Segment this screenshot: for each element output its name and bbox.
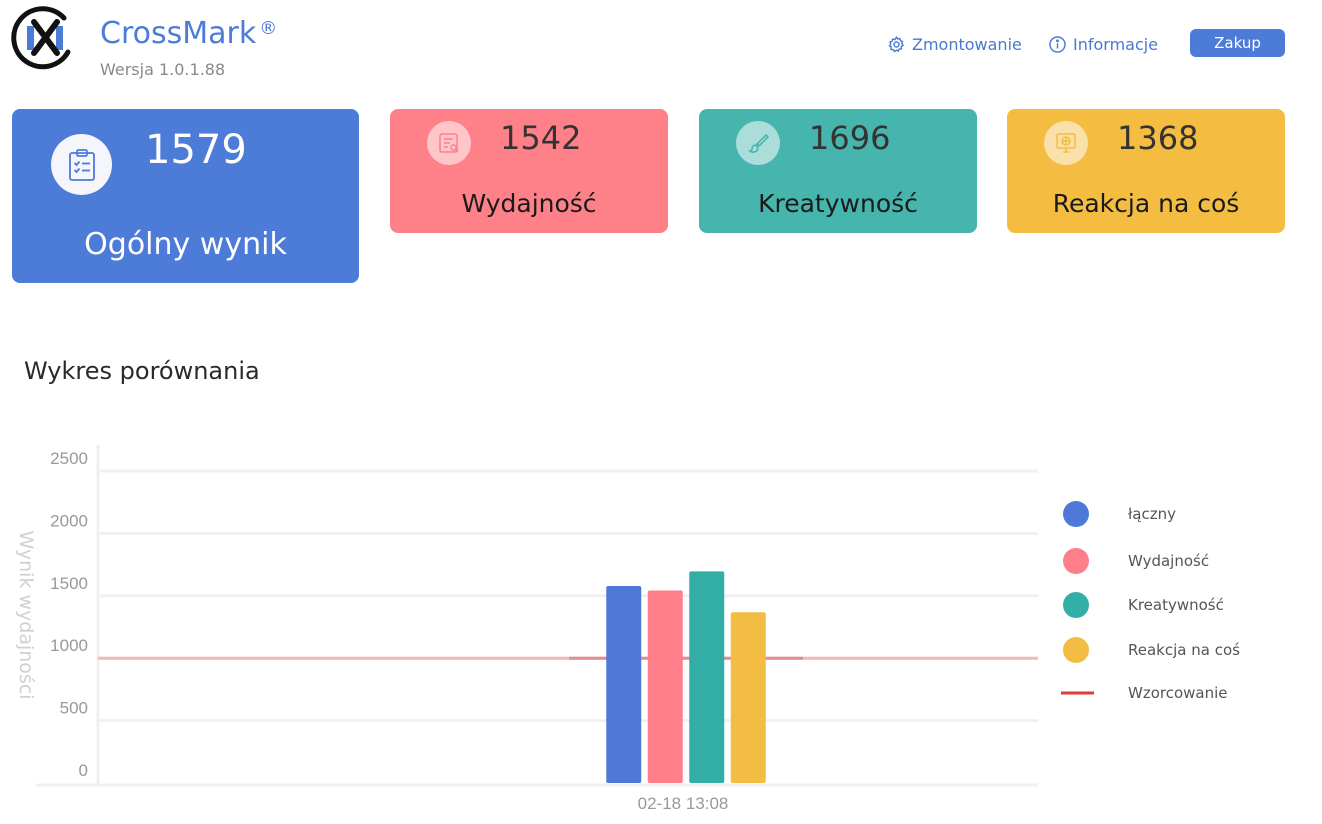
reaction-card: 1368 Reakcja na coś [1007, 109, 1285, 233]
performance-card: 1542 Wydajność [390, 109, 668, 233]
comparison-chart-title: Wykres porównania [24, 357, 260, 385]
y-tick-label: 500 [60, 699, 88, 718]
legend-swatch[interactable] [1063, 637, 1089, 663]
y-tick-label: 0 [79, 761, 88, 780]
bar-3[interactable] [730, 612, 766, 783]
performance-label: Wydajność [461, 189, 597, 218]
gear-icon [888, 35, 905, 52]
crossmark-logo-icon [11, 6, 71, 70]
reaction-value: 1368 [1117, 119, 1199, 157]
settings-label: Zmontowanie [912, 34, 1022, 54]
registered-mark: ® [259, 18, 278, 39]
legend-label[interactable]: Reakcja na coś [1128, 641, 1240, 659]
creativity-value: 1696 [809, 119, 891, 157]
legend-swatch[interactable] [1063, 501, 1089, 527]
monitor-globe-icon [1044, 121, 1088, 165]
creativity-label: Kreatywność [758, 189, 918, 218]
settings-link[interactable]: Zmontowanie [887, 33, 1022, 55]
y-tick-label: 2000 [50, 511, 88, 530]
info-link[interactable]: Informacje [1048, 33, 1158, 55]
clipboard-checklist-icon [51, 134, 112, 195]
info-icon [1049, 35, 1066, 53]
total-score-card: 1579 Ogólny wynik [12, 109, 359, 283]
bar-0[interactable] [606, 585, 642, 783]
legend-swatch[interactable] [1063, 592, 1089, 618]
reaction-label: Reakcja na coś [1052, 189, 1240, 218]
y-axis-title: Wynik wydajności [15, 530, 37, 699]
bar-1[interactable] [647, 590, 683, 783]
legend-label[interactable]: łączny [1128, 505, 1176, 523]
bar-2[interactable] [689, 571, 725, 783]
app-version: Wersja 1.0.1.88 [100, 60, 226, 79]
buy-button[interactable]: Zakup [1190, 29, 1285, 57]
document-search-icon [427, 121, 471, 165]
y-tick-label: 1500 [50, 574, 88, 593]
legend-label[interactable]: Wydajność [1128, 552, 1209, 570]
legend-label[interactable]: Wzorcowanie [1128, 684, 1228, 702]
app-name: CrossMark ® [100, 16, 278, 51]
comparison-chart: 0 500 1000 1500 2000 2500 02-18 13:08 Wynik w… [15, 445, 1240, 813]
paintbrush-icon [736, 121, 780, 165]
info-label: Informacje [1073, 34, 1159, 54]
creativity-card: 1696 Kreatywność [699, 109, 977, 233]
total-score-value: 1579 [145, 127, 247, 173]
x-tick-label: 02-18 13:08 [638, 794, 729, 813]
total-score-label: Ogólny wynik [84, 227, 287, 262]
performance-value: 1542 [500, 119, 582, 157]
y-tick-label: 1000 [50, 636, 88, 655]
legend-swatch[interactable] [1063, 548, 1089, 574]
legend-label[interactable]: Kreatywność [1128, 596, 1224, 614]
y-tick-label: 2500 [50, 449, 88, 468]
